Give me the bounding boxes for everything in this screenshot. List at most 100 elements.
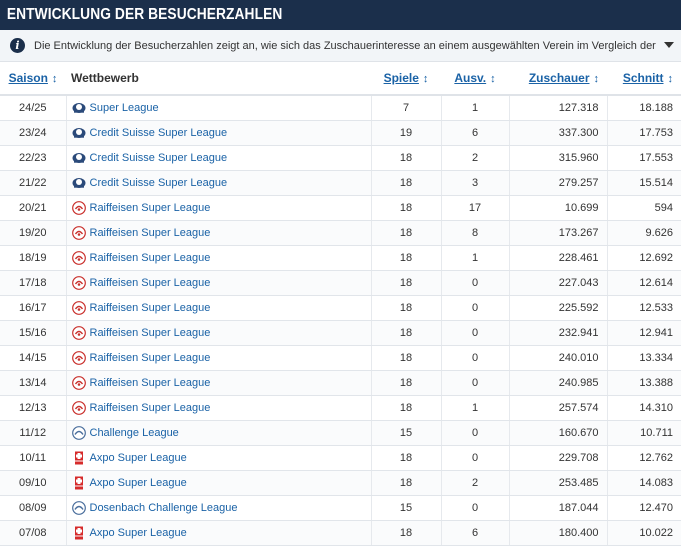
competition-cell: Raiffeisen Super League xyxy=(66,320,372,346)
axpo-league-logo-icon[interactable] xyxy=(72,526,86,540)
raiffeisen-league-logo-icon[interactable] xyxy=(71,351,86,365)
average-cell: 10.022 xyxy=(607,520,681,546)
sort-games-link[interactable]: Spiele xyxy=(383,71,419,85)
games-cell: 18 xyxy=(371,295,442,321)
chevron-down-icon[interactable] xyxy=(657,42,681,49)
spectators-cell: 337.300 xyxy=(509,120,608,146)
competition-link[interactable]: Raiffeisen Super League xyxy=(89,202,211,214)
competition-cell: Credit Suisse Super League xyxy=(66,120,372,146)
raiffeisen-league-logo-icon[interactable] xyxy=(71,401,86,415)
sort-average-link[interactable]: Schnitt xyxy=(622,71,664,85)
average-cell: 18.188 xyxy=(607,95,681,121)
season-cell: 09/10 xyxy=(0,470,67,496)
col-header-sold-out[interactable]: Ausv. ↕ xyxy=(441,62,509,96)
raiffeisen-league-logo-icon[interactable] xyxy=(71,376,86,390)
competition-link[interactable]: Raiffeisen Super League xyxy=(89,277,211,289)
games-cell: 18 xyxy=(371,145,442,171)
competition-link[interactable]: Challenge League xyxy=(89,427,179,439)
games-cell: 7 xyxy=(371,95,442,121)
sort-arrows-icon: ↕ xyxy=(593,73,600,85)
axpo-league-logo-icon[interactable] xyxy=(72,451,86,465)
table-row: 14/15 Raiffeisen Super League 18 0 240.010 13… xyxy=(0,345,681,371)
col-header-average[interactable]: Schnitt ↕ xyxy=(607,62,681,96)
raiffeisen-league-logo-icon[interactable] xyxy=(71,226,86,240)
games-cell: 18 xyxy=(371,520,442,546)
competition-link[interactable]: Credit Suisse Super League xyxy=(89,127,228,139)
spectators-cell: 187.044 xyxy=(509,495,608,521)
average-cell: 12.533 xyxy=(607,295,681,321)
table-row: 24/25 Super League 7 1 127.318 18.188 xyxy=(0,95,681,121)
super-league-logo-icon[interactable] xyxy=(72,101,86,115)
sold-out-cell: 3 xyxy=(441,170,510,196)
table-row: 13/14 Raiffeisen Super League 18 0 240.985 13… xyxy=(0,370,681,396)
competition-link[interactable]: Credit Suisse Super League xyxy=(89,152,228,164)
box-title: Entwicklung der Besucherzahlen xyxy=(0,0,681,30)
average-cell: 17.753 xyxy=(607,120,681,146)
super-league-logo-icon[interactable] xyxy=(72,126,86,140)
sold-out-cell: 0 xyxy=(441,295,510,321)
raiffeisen-league-logo-icon[interactable] xyxy=(71,201,86,215)
competition-link[interactable]: Raiffeisen Super League xyxy=(89,252,211,264)
raiffeisen-league-logo-icon[interactable] xyxy=(71,251,86,265)
competition-link[interactable]: Raiffeisen Super League xyxy=(89,327,211,339)
competition-link[interactable]: Axpo Super League xyxy=(89,527,187,539)
competition-link[interactable]: Raiffeisen Super League xyxy=(89,302,211,314)
competition-link[interactable]: Axpo Super League xyxy=(89,477,187,489)
raiffeisen-league-logo-icon[interactable] xyxy=(71,276,86,290)
games-cell: 15 xyxy=(371,420,442,446)
average-cell: 9.626 xyxy=(607,220,681,246)
competition-link[interactable]: Dosenbach Challenge League xyxy=(89,502,238,514)
season-cell: 16/17 xyxy=(0,295,67,321)
spectators-cell: 257.574 xyxy=(509,395,608,421)
average-cell: 12.941 xyxy=(607,320,681,346)
spectators-cell: 232.941 xyxy=(509,320,608,346)
sort-arrows-icon: ↕ xyxy=(51,73,58,85)
col-header-season[interactable]: Saison ↕ xyxy=(0,62,66,96)
competition-link[interactable]: Raiffeisen Super League xyxy=(89,402,211,414)
games-cell: 18 xyxy=(371,445,442,471)
games-cell: 18 xyxy=(371,370,442,396)
sold-out-cell: 1 xyxy=(441,245,510,271)
axpo-league-logo-icon[interactable] xyxy=(72,476,86,490)
super-league-logo-icon[interactable] xyxy=(72,176,86,190)
table-row: 20/21 Raiffeisen Super League 18 17 10.699 59… xyxy=(0,195,681,221)
spectators-cell: 240.010 xyxy=(509,345,608,371)
sort-spectators-link[interactable]: Zuschauer xyxy=(528,71,590,85)
competition-cell: Axpo Super League xyxy=(66,520,372,546)
sort-arrows-icon: ↕ xyxy=(422,73,429,85)
games-cell: 18 xyxy=(371,220,442,246)
spectators-cell: 253.485 xyxy=(509,470,608,496)
competition-cell: Axpo Super League xyxy=(66,470,372,496)
average-cell: 12.762 xyxy=(607,445,681,471)
competition-cell: Axpo Super League xyxy=(66,445,372,471)
super-league-logo-icon[interactable] xyxy=(72,151,86,165)
games-cell: 15 xyxy=(371,495,442,521)
season-cell: 19/20 xyxy=(0,220,67,246)
sort-season-link[interactable]: Saison xyxy=(8,71,48,85)
sold-out-cell: 8 xyxy=(441,220,510,246)
sort-sold-out-link[interactable]: Ausv. xyxy=(454,71,487,85)
table-row: 08/09 Dosenbach Challenge League 15 0 187.04… xyxy=(0,495,681,521)
competition-link[interactable]: Axpo Super League xyxy=(89,452,187,464)
season-cell: 10/11 xyxy=(0,445,67,471)
sold-out-cell: 2 xyxy=(441,145,510,171)
info-bar[interactable]: i Die Entwicklung der Besucherzahlen zei… xyxy=(0,30,681,62)
competition-link[interactable]: Super League xyxy=(89,102,159,114)
competition-link[interactable]: Raiffeisen Super League xyxy=(89,227,211,239)
competition-link[interactable]: Raiffeisen Super League xyxy=(89,377,211,389)
raiffeisen-league-logo-icon[interactable] xyxy=(71,301,86,315)
col-header-games[interactable]: Spiele ↕ xyxy=(371,62,441,96)
challenge-league-logo-icon[interactable] xyxy=(71,501,86,515)
competition-link[interactable]: Credit Suisse Super League xyxy=(89,177,228,189)
season-cell: 15/16 xyxy=(0,320,67,346)
challenge-league-logo-icon[interactable] xyxy=(71,426,86,440)
games-cell: 18 xyxy=(371,170,442,196)
season-cell: 18/19 xyxy=(0,245,67,271)
raiffeisen-league-logo-icon[interactable] xyxy=(71,326,86,340)
season-cell: 21/22 xyxy=(0,170,67,196)
col-header-spectators[interactable]: Zuschauer ↕ xyxy=(509,62,607,96)
info-icon: i xyxy=(10,38,25,53)
season-cell: 12/13 xyxy=(0,395,67,421)
average-cell: 14.083 xyxy=(607,470,681,496)
competition-link[interactable]: Raiffeisen Super League xyxy=(89,352,211,364)
